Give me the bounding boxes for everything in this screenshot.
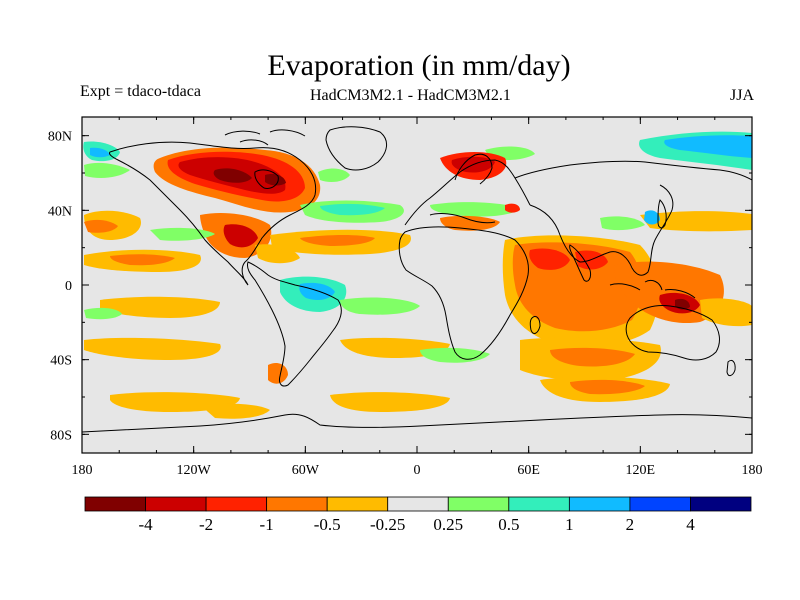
coastline-scandinavia (454, 153, 493, 185)
negative-anomaly-southern-ocean-atlantic (330, 392, 450, 412)
colorbar-label: -4 (138, 515, 153, 534)
lat-tick-label: 0 (65, 279, 72, 294)
colorbar-label: -0.5 (314, 515, 341, 534)
positive-anomaly-arctic-east-core (664, 135, 752, 158)
positive-anomaly-europe-band (430, 202, 520, 217)
colorbar-box (145, 496, 207, 512)
lon-tick-label: 180 (72, 463, 93, 478)
negative-anomaly-coral-sea (675, 298, 690, 310)
negative-anomaly-arabian-sea (529, 248, 570, 270)
negative-anomaly-east-asia (640, 211, 752, 232)
colorbar-box (205, 496, 268, 512)
lat-tick-label: 40N (48, 204, 72, 219)
model-label: HadCM3M2.1 - HadCM3M2.1 (310, 87, 511, 104)
colorbar-label: -2 (199, 515, 213, 534)
colorbar-box (447, 496, 510, 512)
lon-tick-label: 60W (292, 463, 320, 478)
negative-anomaly-subtropical-atlantic-core (300, 235, 375, 246)
coastline-india (569, 244, 591, 282)
lat-tick-label: 80S (50, 428, 72, 443)
anomaly-fields (83, 131, 752, 419)
negative-anomaly-north-pacific-west-core (84, 219, 118, 233)
colorbar-label: 0.5 (498, 515, 519, 534)
negative-anomaly-south-pacific-band-2 (84, 337, 221, 360)
negative-anomaly-southern-ocean-indian-core (570, 379, 645, 395)
negative-anomaly-south-indian-core (550, 347, 635, 367)
coastline-north-america (109, 141, 317, 286)
coastline-asia (514, 160, 752, 276)
negative-anomaly-patagonia (268, 363, 288, 384)
colorbar-box (568, 496, 631, 512)
map-title: Evaporation (in mm/day) (267, 49, 571, 82)
lon-tick-label: 180 (742, 463, 763, 478)
positive-anomaly-greenland-sea (318, 168, 350, 183)
positive-anomaly-east-asia-green (600, 216, 645, 231)
colorbar: -4 -2 -1 -0.5 -0.25 0.25 0.5 1 2 4 (84, 496, 752, 534)
colorbar-box (629, 496, 691, 512)
negative-anomaly-gulf-core (223, 224, 258, 248)
lon-tick-label: 120W (177, 463, 212, 478)
positive-anomaly-north-atlantic-core (320, 203, 385, 216)
coastlines (82, 126, 752, 433)
colorbar-box (326, 496, 389, 512)
coastline-greenland (325, 126, 387, 171)
colorbar-label: 4 (686, 515, 695, 534)
colorbar-box (387, 496, 449, 512)
lon-tick-label: 60E (517, 463, 540, 478)
positive-anomaly-south-atlantic (340, 297, 420, 315)
positive-anomaly-south-pacific-green (84, 307, 122, 320)
negative-anomaly-bay-of-bengal (575, 250, 608, 270)
coastline-europe (404, 159, 531, 226)
positive-anomaly-japan (644, 210, 660, 225)
coastline-antarctica (82, 413, 752, 433)
positive-anomaly-alaska-core (90, 147, 110, 158)
coastline-japan (657, 199, 667, 229)
axis-ticks: 80N 40N 0 40S 80S 180 120W 60W 0 60E 120E 180 (48, 117, 763, 478)
season-label: JJA (729, 87, 754, 104)
lon-tick-label: 0 (414, 463, 421, 478)
lon-tick-label: 120E (626, 463, 656, 478)
colorbar-label: 2 (626, 515, 635, 534)
colorbar-box (508, 496, 570, 512)
colorbar-label: -1 (260, 515, 274, 534)
negative-anomaly-tropical-pacific-core (110, 254, 175, 266)
lat-tick-label: 80N (48, 130, 72, 145)
coastline-australia (625, 305, 720, 361)
coastline-madagascar (529, 315, 541, 334)
positive-anomaly-bering (84, 162, 130, 178)
colorbar-label: 1 (565, 515, 574, 534)
negative-anomaly-mediterranean (440, 215, 500, 231)
colorbar-label: -0.25 (370, 515, 405, 534)
colorbar-box (690, 496, 752, 512)
lat-tick-label: 40S (50, 354, 72, 369)
negative-anomaly-southern-ocean-south (200, 403, 270, 419)
coastline-hudson-bay (254, 169, 279, 189)
coastline-arctic-islands (224, 129, 306, 146)
negative-anomaly-hudson (265, 173, 286, 186)
negative-anomaly-canada-deep (213, 168, 252, 183)
colorbar-box (84, 496, 146, 512)
coastline-south-america (247, 261, 342, 387)
coastline-africa (398, 226, 529, 360)
coastline-new-zealand (726, 359, 736, 377)
experiment-label: Expt = tdaco-tdaca (80, 83, 201, 100)
colorbar-label: 0.25 (433, 515, 463, 534)
positive-anomaly-amazon-core (299, 282, 335, 300)
coastline-maritime-islands (609, 279, 696, 299)
negative-anomaly-black-sea (505, 203, 520, 213)
colorbar-box (266, 496, 328, 512)
negative-anomaly-south-pacific-band (100, 296, 220, 318)
negative-anomaly-southwest-pacific (700, 298, 752, 327)
